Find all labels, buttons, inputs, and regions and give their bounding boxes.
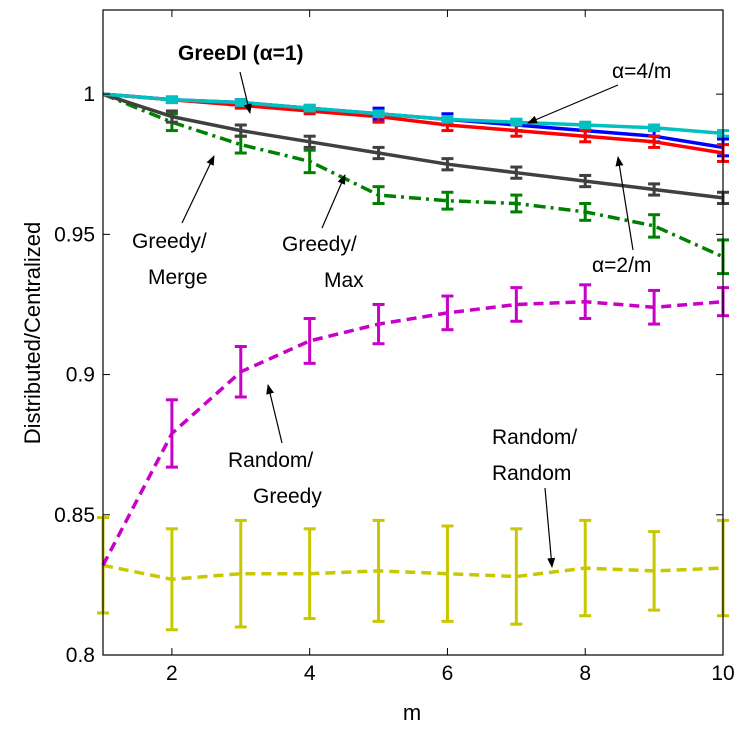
error-bar: [441, 157, 454, 172]
arrow-greedi: [239, 71, 252, 114]
annotation-random-greedy-line2: Greedy: [253, 485, 322, 508]
error-bar: [579, 173, 592, 189]
x-tick-label: 4: [304, 662, 316, 685]
error-bar: [372, 109, 385, 119]
series-line: [102, 92, 724, 200]
annotation-random-random-line1: Random/: [492, 426, 577, 449]
error-bar: [579, 283, 592, 320]
error-bar: [165, 527, 178, 632]
y-axis-label: Distributed/Centralized: [20, 222, 45, 445]
arrow-greedy-merge: [181, 155, 215, 224]
arrow-random-random: [544, 487, 556, 568]
arrow-random-greedy: [266, 384, 283, 444]
error-bar: [372, 302, 385, 346]
error-bar: [579, 129, 592, 144]
error-bar: [441, 115, 454, 124]
error-bar: [648, 134, 661, 149]
error-bar: [372, 185, 385, 205]
annotation-greedy-merge-line1: Greedy/: [132, 230, 207, 253]
series-line: [102, 563, 724, 582]
series-greedy-merge: [102, 92, 729, 205]
annotation-alpha-2m: α=2/m: [592, 254, 651, 277]
y-tick-label: 0.85: [54, 504, 95, 527]
error-bar: [648, 182, 661, 197]
error-bar: [579, 518, 592, 618]
error-bar: [234, 345, 247, 399]
error-bar: [648, 530, 661, 612]
x-tick-label: 2: [166, 662, 178, 685]
y-tick-label: 0.95: [54, 223, 95, 246]
annotation-greedy-merge-line2: Merge: [148, 266, 208, 289]
error-bar: [579, 202, 592, 222]
error-bar: [441, 294, 454, 332]
error-bar: [510, 165, 523, 180]
error-bar: [648, 123, 661, 133]
error-bar: [165, 109, 178, 124]
x-axis-label: m: [403, 700, 421, 725]
error-bar: [648, 213, 661, 239]
series-line: [102, 92, 724, 136]
annotation-greedi: GreeDI (α=1): [178, 42, 304, 65]
error-bar: [303, 134, 316, 149]
error-bar: [303, 103, 316, 113]
annotation-greedy-max-line1: Greedy/: [282, 233, 357, 256]
error-bar: [510, 527, 523, 626]
error-bar: [372, 518, 385, 623]
error-bar: [441, 190, 454, 211]
series-line: [102, 92, 724, 259]
arrow-alpha-4m: [527, 84, 619, 124]
series-random-greedy: [101, 283, 729, 567]
annotation-greedy-max-line2: Max: [324, 269, 364, 292]
error-bar: [165, 95, 178, 105]
annotation-random-random-line2: Random: [492, 462, 571, 485]
y-tick-label: 0.9: [66, 364, 95, 387]
error-bar: [441, 524, 454, 623]
error-bar: [372, 145, 385, 161]
error-bar: [303, 148, 316, 175]
error-bar: [648, 288, 661, 326]
error-bar: [303, 527, 316, 621]
ticks-layer: 2 4 6 8 10 0.8 0.85 0.9 0.95 1: [54, 10, 735, 685]
x-tick-label: 8: [579, 662, 591, 685]
error-bar: [234, 518, 247, 629]
series-line: [101, 299, 724, 567]
y-tick-label: 1: [83, 83, 95, 106]
series-greedi-alpha-4m: [102, 92, 729, 138]
error-bar: [165, 398, 178, 469]
error-bar: [510, 193, 523, 214]
error-bar: [510, 286, 523, 323]
plot-area: [103, 10, 723, 655]
error-bar: [579, 120, 592, 130]
arrow-greedy-max: [321, 174, 346, 229]
x-tick-label: 10: [711, 662, 734, 685]
error-bar: [303, 316, 316, 365]
x-tick-label: 6: [442, 662, 454, 685]
y-tick-label: 0.8: [66, 644, 95, 667]
annotation-alpha-4m: α=4/m: [612, 60, 671, 83]
arrow-alpha-2m: [615, 156, 634, 251]
error-bar: [510, 117, 523, 127]
plot-frame: [102, 9, 724, 656]
annotation-random-greedy-line1: Random/: [228, 449, 313, 472]
error-bar: [234, 123, 247, 138]
